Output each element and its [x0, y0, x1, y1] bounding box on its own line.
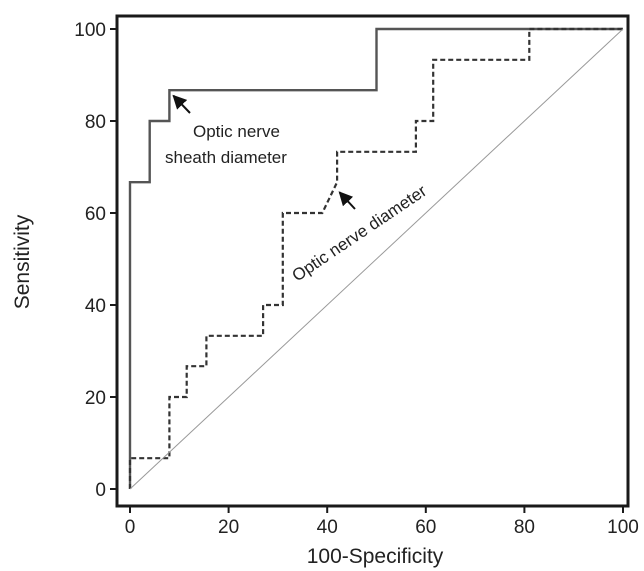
- series-layer: [128, 27, 624, 490]
- dashed-series-line: [128, 27, 623, 489]
- x-tick-label: 80: [514, 517, 535, 538]
- x-tick-label: 60: [415, 517, 436, 538]
- solid-series-line: [128, 27, 623, 489]
- y-tick-label: 100: [74, 20, 106, 41]
- y-tick-label: 60: [85, 204, 106, 225]
- y-tick-label: 0: [95, 480, 106, 501]
- x-tick-label: 40: [317, 517, 338, 538]
- reference-diagonal: [129, 28, 624, 490]
- y-tick-label: 80: [85, 112, 106, 133]
- axis-ticks: 0 20 40 60 80 100 0 20 40 60 80 100: [74, 20, 639, 538]
- plot-frame: [115, 14, 630, 508]
- x-axis-label: 100-Specificity: [307, 545, 444, 568]
- annotation-sheath-line-1: Optic nerve: [193, 122, 280, 141]
- x-tick-label: 100: [607, 517, 639, 538]
- y-axis-label: Sensitivity: [11, 214, 34, 309]
- annotation-nerve-diameter: Optic nerve diameter: [289, 181, 431, 285]
- y-tick-label: 20: [85, 388, 106, 409]
- y-tick-label: 40: [85, 296, 106, 317]
- annotation-arrow-nerve: [338, 191, 356, 210]
- x-tick-label: 0: [125, 517, 136, 538]
- x-tick-label: 20: [218, 517, 239, 538]
- annotation-arrow-sheath: [172, 94, 191, 114]
- annotation-sheath-line-2: sheath diameter: [165, 148, 287, 167]
